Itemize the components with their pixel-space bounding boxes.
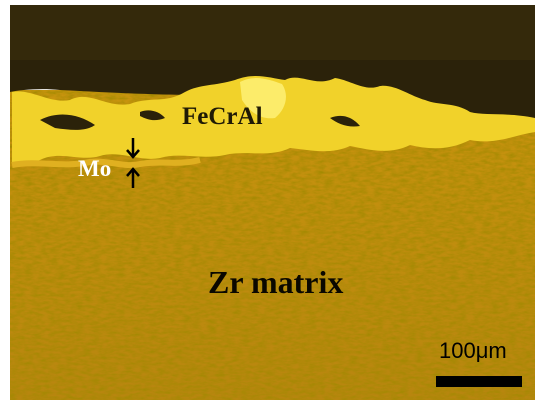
scale-bar bbox=[436, 376, 522, 387]
resin-shade bbox=[10, 5, 535, 60]
fecral-label: FeCrAl bbox=[182, 103, 263, 130]
mo-label: Mo bbox=[78, 156, 111, 181]
page: FeCrAl Mo Zr matrix 100μm (() => { const… bbox=[0, 0, 545, 407]
scale-bar-label: 100μm bbox=[439, 338, 507, 363]
micrograph: FeCrAl Mo Zr matrix 100μm bbox=[0, 0, 545, 407]
zr-matrix-label: Zr matrix bbox=[208, 264, 343, 300]
